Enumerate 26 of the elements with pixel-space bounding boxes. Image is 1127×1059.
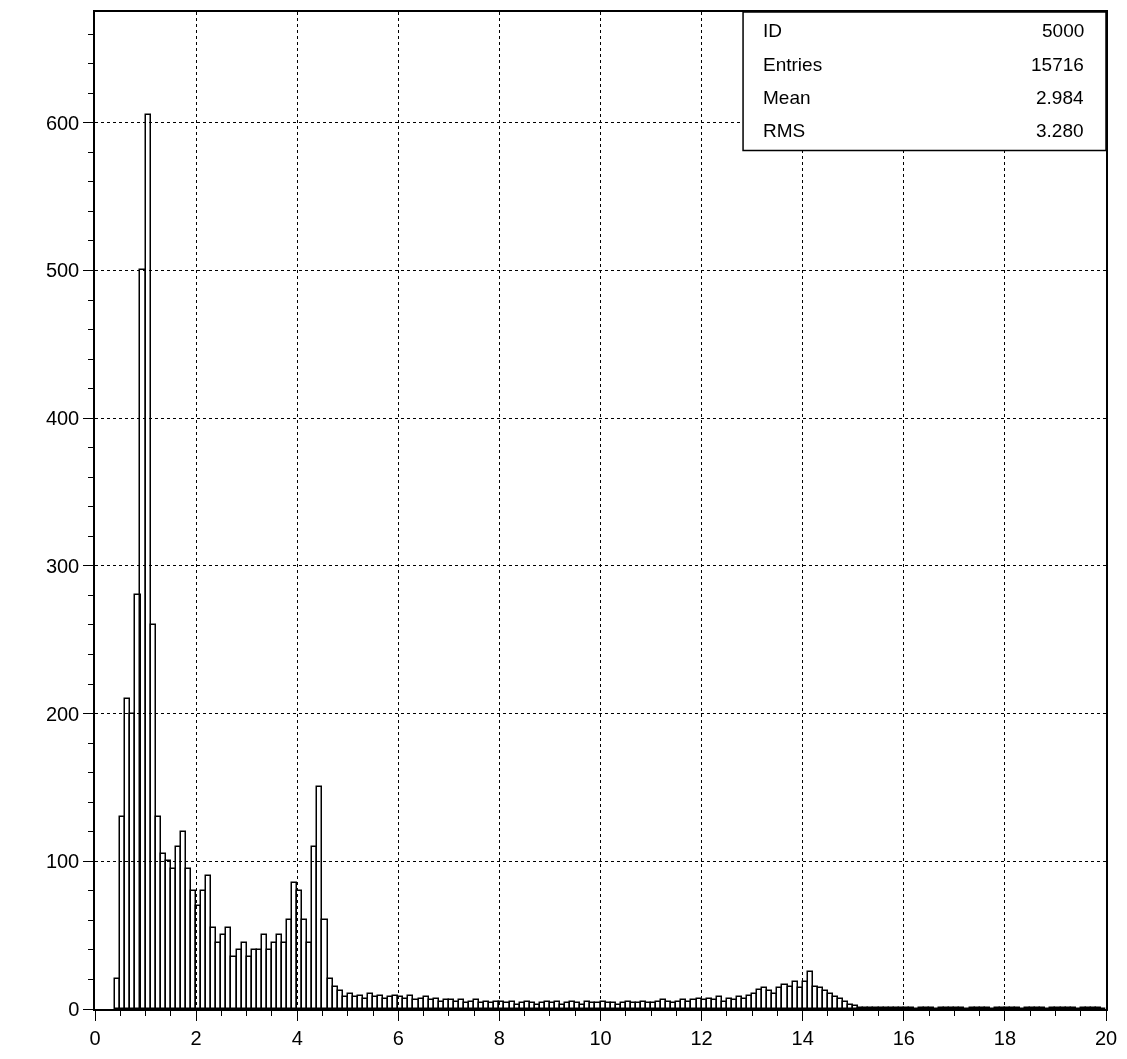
annotation: 2.984 (1036, 87, 1084, 108)
annotation: 5000 (1042, 20, 1085, 41)
x-tick-label: 14 (791, 1026, 814, 1049)
x-tick-label: 8 (493, 1026, 505, 1049)
x-tick-label: 20 (1094, 1026, 1118, 1049)
annotation: Entries (763, 54, 823, 75)
x-tick-label: 10 (589, 1026, 612, 1049)
annotation: 15716 (1031, 54, 1084, 75)
y-tick-label: 0 (68, 998, 80, 1020)
y-tick-label: 400 (45, 407, 80, 430)
y-tick-label: 300 (45, 554, 80, 577)
x-tick-label: 4 (291, 1026, 303, 1049)
annotation: 3.280 (1036, 120, 1084, 141)
y-tick-label: 500 (45, 259, 80, 282)
x-tick-label: 12 (690, 1026, 713, 1049)
annotation: ID (763, 20, 782, 41)
y-tick-label: 100 (45, 850, 80, 873)
x-tick-label: 0 (89, 1026, 101, 1049)
x-tick-label: 18 (993, 1026, 1017, 1049)
annotation: RMS (763, 120, 806, 141)
y-tick-label: 600 (45, 111, 80, 134)
x-tick-label: 16 (892, 1026, 915, 1049)
x-tick-label: 6 (392, 1026, 404, 1049)
annotation: Mean (763, 87, 811, 108)
x-tick-label: 2 (190, 1026, 202, 1049)
y-tick-label: 200 (45, 702, 80, 725)
